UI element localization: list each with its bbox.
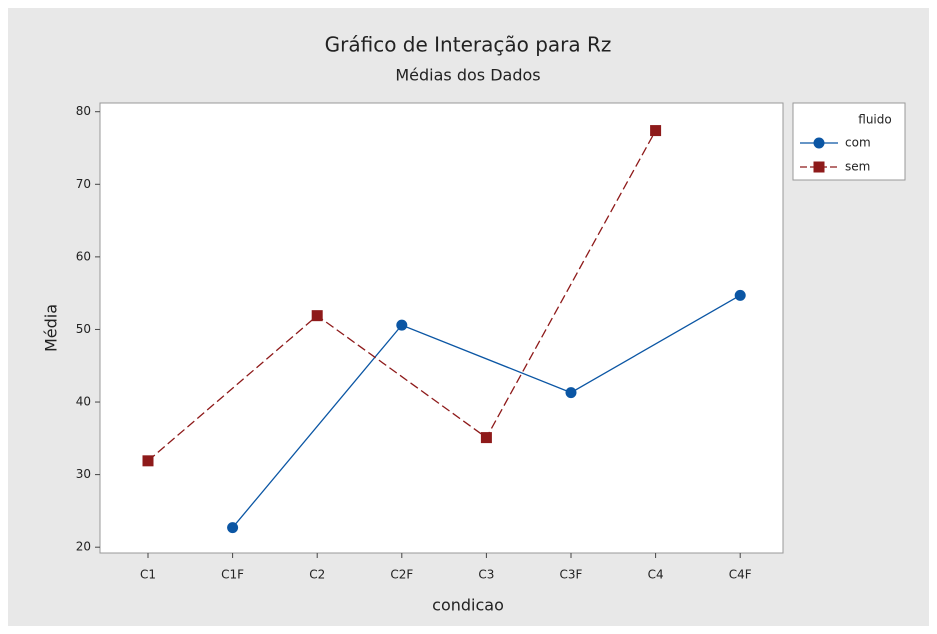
chart-subtitle: Médias dos Dados [395,66,540,85]
legend-title: fluido [858,113,891,127]
y-tick-label: 40 [76,395,91,409]
data-point [650,125,662,137]
plot-area [99,102,784,554]
legend-label: sem [845,160,870,174]
data-point [480,432,492,444]
x-tick-label: C2 [309,568,325,582]
data-point [142,455,154,467]
y-axis-label: Média [42,304,61,352]
legend-marker [813,137,825,149]
x-tick-label: C2F [390,568,413,582]
x-tick-label: C4 [648,568,664,582]
data-point [396,319,408,331]
x-axis-label: condicao [432,596,504,615]
x-tick-label: C3F [560,568,583,582]
x-tick-label: C3 [478,568,494,582]
chart-title: Gráfico de Interação para Rz [325,33,612,57]
x-tick-label: C1 [140,568,156,582]
legend-label: com [845,136,871,150]
y-tick-label: 80 [76,104,91,118]
y-tick-label: 60 [76,249,91,263]
data-point [565,387,577,399]
series-line [232,294,741,529]
y-tick-label: 20 [76,540,91,554]
series-line [147,130,657,462]
legend-marker [813,161,825,173]
x-tick-label: C4F [729,568,752,582]
data-point [311,310,323,322]
y-tick-label: 50 [76,322,91,336]
data-point [227,522,239,534]
y-tick-label: 30 [76,467,91,481]
y-tick-label: 70 [76,177,91,191]
x-tick-label: C1F [221,568,244,582]
data-point [734,289,746,301]
